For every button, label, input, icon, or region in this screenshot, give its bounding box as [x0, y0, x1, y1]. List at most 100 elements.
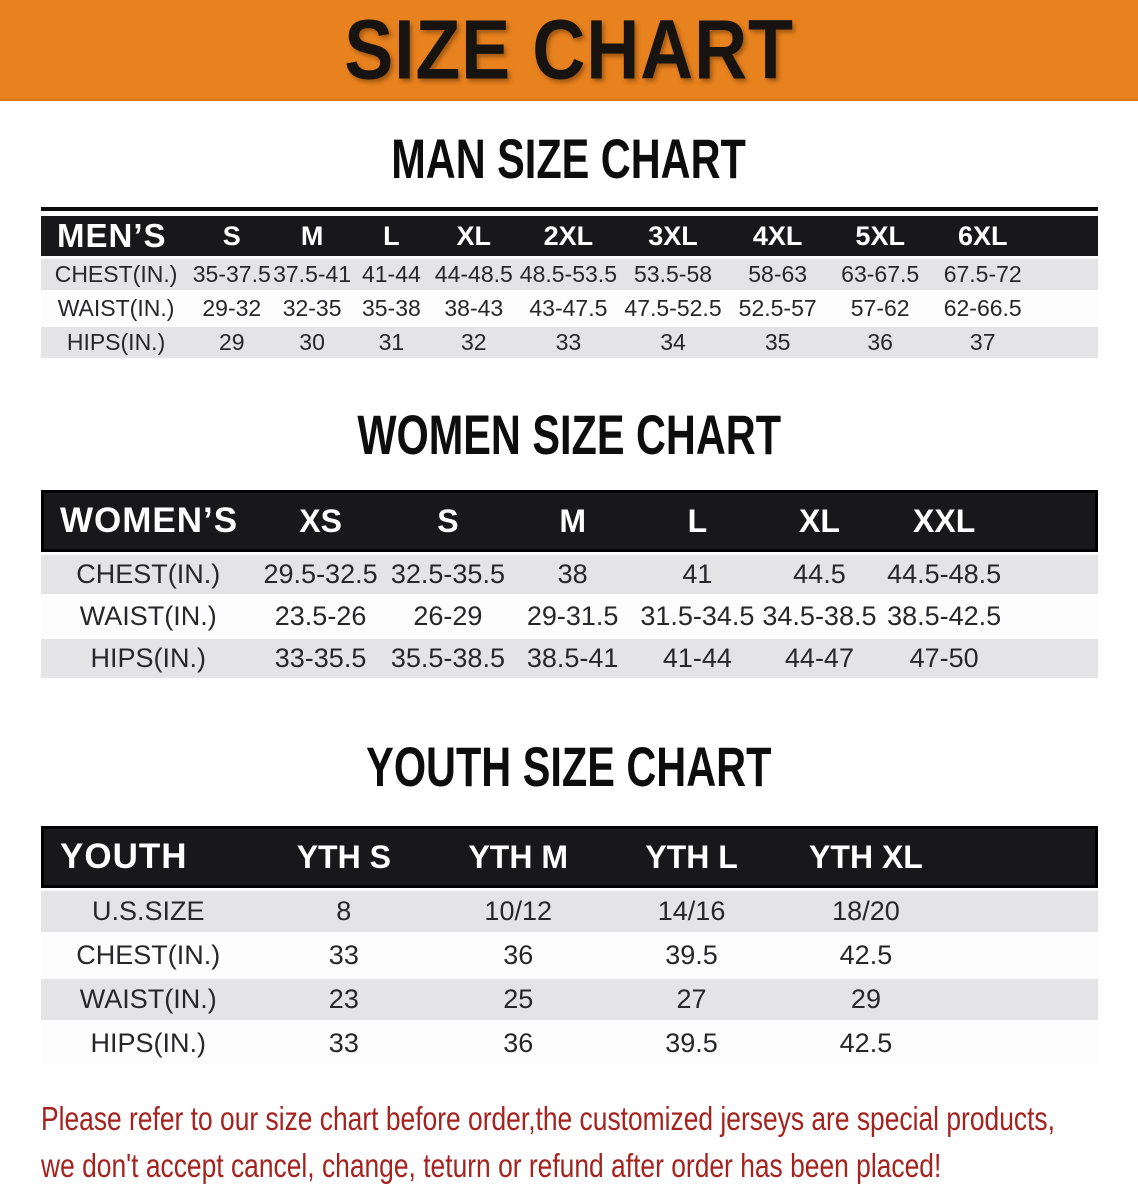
- section-title-women: WOMEN SIZE CHART: [0, 407, 1138, 463]
- measurement-cell: 31: [351, 327, 431, 358]
- measurement-cell: 44.5: [759, 555, 880, 594]
- measurement-cell: 62-66.5: [930, 293, 1035, 324]
- measurement-cell: 53.5-58: [620, 259, 726, 290]
- measurement-cell: 25: [432, 979, 605, 1020]
- section-title-men: MAN SIZE CHART: [0, 131, 1138, 187]
- measurement-cell: 29: [778, 979, 954, 1020]
- size-column-header: M: [272, 216, 352, 256]
- measurement-cell: 32: [431, 327, 517, 358]
- measurement-cell: 36: [432, 935, 605, 976]
- youth-size-section: YOUTH SIZE CHART YOUTH YTH S YTH M YTH L YTH…: [0, 739, 1138, 1067]
- row-filler-cell: [1009, 639, 1098, 678]
- women-size-table: WOMEN’S XS S M L XL XXL CHEST(IN.) 29.5-32.5 32.5…: [41, 487, 1098, 681]
- measurement-cell: 32.5-35.5: [385, 555, 511, 594]
- row-label: WAIST(IN.): [41, 979, 256, 1020]
- measurement-cell: 58-63: [725, 259, 830, 290]
- measurement-cell: 42.5: [778, 1023, 954, 1064]
- measurement-cell: 14/16: [604, 891, 779, 932]
- measurement-row: HIPS(IN.) 33-35.5 35.5-38.5 38.5-41 41-44 44-…: [41, 639, 1098, 678]
- size-column-header: 2XL: [516, 216, 621, 256]
- row-filler-cell: [953, 1023, 1098, 1064]
- row-filler-cell: [1034, 327, 1098, 358]
- measurement-cell: 47.5-52.5: [620, 293, 726, 324]
- measurement-cell: 35: [725, 327, 830, 358]
- measurement-cell: 23: [255, 979, 433, 1020]
- row-filler-cell: [953, 979, 1098, 1020]
- row-filler-cell: [1034, 259, 1098, 290]
- measurement-cell: 39.5: [604, 935, 779, 976]
- measurement-cell: 33: [255, 935, 433, 976]
- measurement-cell: 52.5-57: [725, 293, 830, 324]
- youth-table-wrap: YOUTH YTH S YTH M YTH L YTH XL U.S.SIZE 8 10/12…: [41, 823, 1098, 1067]
- measurement-row: CHEST(IN.) 29.5-32.5 32.5-35.5 38 41 44.5 44.5…: [41, 555, 1098, 594]
- size-table-header-row: WOMEN’S XS S M L XL XXL: [41, 490, 1098, 552]
- youth-size-table: YOUTH YTH S YTH M YTH L YTH XL U.S.SIZE 8 10/12…: [41, 823, 1098, 1067]
- header-filler-cell: [1034, 216, 1098, 256]
- row-filler-cell: [953, 935, 1098, 976]
- size-column-header: XL: [431, 216, 517, 256]
- measurement-cell: 41-44: [635, 639, 760, 678]
- measurement-row: WAIST(IN.) 23 25 27 29: [41, 979, 1098, 1020]
- banner: SIZE CHART: [0, 0, 1138, 101]
- size-column-header: L: [351, 216, 431, 256]
- size-column-header: 6XL: [930, 216, 1035, 256]
- measurement-cell: 33: [255, 1023, 433, 1064]
- measurement-cell: 32-35: [272, 293, 352, 324]
- measurement-cell: 29-31.5: [510, 597, 635, 636]
- measurement-row: HIPS(IN.) 33 36 39.5 42.5: [41, 1023, 1098, 1064]
- measurement-cell: 41-44: [351, 259, 431, 290]
- size-column-header: XL: [759, 490, 880, 552]
- size-group-label: YOUTH: [41, 826, 256, 888]
- row-label: HIPS(IN.): [41, 1023, 256, 1064]
- measurement-cell: 44-48.5: [431, 259, 517, 290]
- measurement-cell: 27: [604, 979, 779, 1020]
- measurement-cell: 63-67.5: [829, 259, 931, 290]
- disclaimer-line-2: we don't accept cancel, change, teturn o…: [41, 1147, 942, 1184]
- men-table-top-rule: [41, 207, 1098, 211]
- size-column-header: M: [510, 490, 635, 552]
- measurement-cell: 30: [272, 327, 352, 358]
- size-table-header-row: YOUTH YTH S YTH M YTH L YTH XL: [41, 826, 1098, 888]
- measurement-cell: 39.5: [604, 1023, 779, 1064]
- measurement-cell: 29.5-32.5: [255, 555, 386, 594]
- measurement-cell: 38.5-42.5: [879, 597, 1010, 636]
- header-filler-cell: [953, 826, 1098, 888]
- section-title-youth: YOUTH SIZE CHART: [0, 739, 1138, 795]
- measurement-row: CHEST(IN.) 33 36 39.5 42.5: [41, 935, 1098, 976]
- women-table-wrap: WOMEN’S XS S M L XL XXL CHEST(IN.) 29.5-32.5 32.5…: [41, 487, 1098, 681]
- men-size-section: MAN SIZE CHART MEN’S S M L XL 2XL 3XL 4XL 5XL 6XL…: [0, 131, 1138, 361]
- row-filler-cell: [953, 891, 1098, 932]
- measurement-cell: 31.5-34.5: [635, 597, 760, 636]
- size-column-header: L: [635, 490, 760, 552]
- measurement-cell: 57-62: [829, 293, 931, 324]
- size-group-label: MEN’S: [41, 216, 192, 256]
- disclaimer-line-1: Please refer to our size chart before or…: [41, 1100, 1055, 1137]
- measurement-cell: 38-43: [431, 293, 517, 324]
- row-label: HIPS(IN.): [41, 327, 192, 358]
- measurement-cell: 44.5-48.5: [879, 555, 1010, 594]
- row-label: CHEST(IN.): [41, 259, 192, 290]
- row-label: WAIST(IN.): [41, 293, 192, 324]
- size-column-header: 3XL: [620, 216, 726, 256]
- size-column-header: YTH S: [255, 826, 433, 888]
- measurement-cell: 37.5-41: [272, 259, 352, 290]
- row-filler-cell: [1009, 555, 1098, 594]
- measurement-cell: 23.5-26: [255, 597, 386, 636]
- measurement-cell: 33: [516, 327, 621, 358]
- measurement-cell: 36: [829, 327, 931, 358]
- measurement-cell: 36: [432, 1023, 605, 1064]
- section-title-women-text: WOMEN SIZE CHART: [357, 403, 781, 466]
- measurement-cell: 38.5-41: [510, 639, 635, 678]
- row-filler-cell: [1034, 293, 1098, 324]
- size-column-header: 4XL: [725, 216, 830, 256]
- measurement-cell: 41: [635, 555, 760, 594]
- size-column-header: XXL: [879, 490, 1010, 552]
- men-table-wrap: MEN’S S M L XL 2XL 3XL 4XL 5XL 6XL CHEST(IN.) 35-37…: [41, 207, 1098, 361]
- row-label: CHEST(IN.): [41, 555, 256, 594]
- measurement-cell: 18/20: [778, 891, 954, 932]
- size-group-label: WOMEN’S: [41, 490, 256, 552]
- measurement-row: WAIST(IN.) 23.5-26 26-29 29-31.5 31.5-34.5 34…: [41, 597, 1098, 636]
- measurement-row: CHEST(IN.) 35-37.5 37.5-41 41-44 44-48.5 48.5…: [41, 259, 1098, 290]
- measurement-cell: 29-32: [191, 293, 273, 324]
- measurement-cell: 35.5-38.5: [385, 639, 511, 678]
